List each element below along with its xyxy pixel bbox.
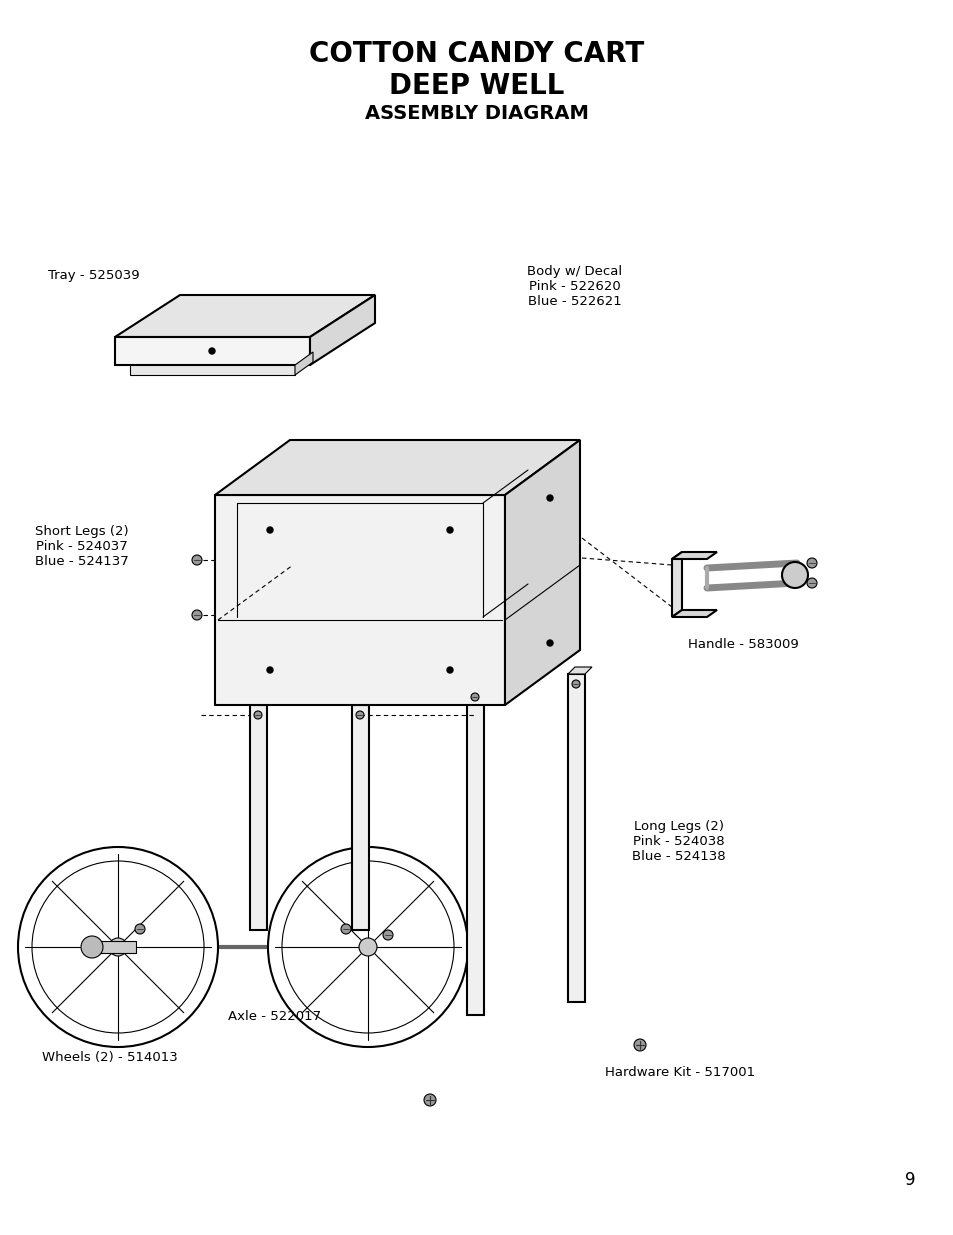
Circle shape <box>358 939 376 956</box>
Text: 9: 9 <box>903 1171 914 1189</box>
Polygon shape <box>567 667 592 674</box>
Circle shape <box>546 640 553 646</box>
Circle shape <box>209 348 214 354</box>
Circle shape <box>423 1094 436 1107</box>
Circle shape <box>267 527 273 534</box>
Polygon shape <box>214 440 579 495</box>
Circle shape <box>253 711 262 719</box>
Polygon shape <box>467 680 491 687</box>
Text: Wheels (2) - 514013: Wheels (2) - 514013 <box>42 1051 177 1063</box>
Polygon shape <box>671 610 717 618</box>
Circle shape <box>806 558 816 568</box>
Text: Tray - 525039: Tray - 525039 <box>48 268 139 282</box>
Circle shape <box>340 924 351 934</box>
Circle shape <box>572 680 579 688</box>
Polygon shape <box>310 295 375 366</box>
Polygon shape <box>130 366 294 375</box>
Circle shape <box>382 930 393 940</box>
Polygon shape <box>352 698 375 705</box>
Polygon shape <box>115 337 310 366</box>
Circle shape <box>268 847 468 1047</box>
Text: ASSEMBLY DIAGRAM: ASSEMBLY DIAGRAM <box>365 104 588 124</box>
Polygon shape <box>671 552 681 618</box>
Circle shape <box>781 562 807 588</box>
Circle shape <box>806 578 816 588</box>
Text: Long Legs (2)
Pink - 524038
Blue - 524138: Long Legs (2) Pink - 524038 Blue - 52413… <box>631 820 725 863</box>
Circle shape <box>282 861 454 1032</box>
Polygon shape <box>214 495 504 705</box>
Circle shape <box>267 667 273 673</box>
Circle shape <box>447 527 453 534</box>
Circle shape <box>471 693 478 701</box>
Polygon shape <box>467 687 483 1015</box>
Circle shape <box>18 847 218 1047</box>
Text: DEEP WELL: DEEP WELL <box>389 72 564 100</box>
Circle shape <box>546 495 553 501</box>
Text: Handle - 583009: Handle - 583009 <box>687 638 798 652</box>
Circle shape <box>109 939 127 956</box>
Circle shape <box>32 861 204 1032</box>
Polygon shape <box>504 440 579 705</box>
Circle shape <box>81 936 103 958</box>
Text: Body w/ Decal
Pink - 522620
Blue - 522621: Body w/ Decal Pink - 522620 Blue - 52262… <box>527 266 622 308</box>
Circle shape <box>447 667 453 673</box>
Polygon shape <box>250 705 267 930</box>
Polygon shape <box>671 552 717 559</box>
Text: Axle - 522017: Axle - 522017 <box>228 1010 321 1024</box>
Polygon shape <box>567 674 584 1002</box>
Circle shape <box>634 1039 645 1051</box>
Polygon shape <box>352 705 369 930</box>
Text: Hardware Kit - 517001: Hardware Kit - 517001 <box>604 1066 755 1078</box>
Polygon shape <box>294 352 313 375</box>
Circle shape <box>355 711 364 719</box>
Polygon shape <box>250 698 274 705</box>
Circle shape <box>135 924 145 934</box>
Text: Short Legs (2)
Pink - 524037
Blue - 524137: Short Legs (2) Pink - 524037 Blue - 5241… <box>35 525 129 568</box>
Text: COTTON CANDY CART: COTTON CANDY CART <box>309 40 644 68</box>
Circle shape <box>192 610 202 620</box>
Circle shape <box>192 555 202 564</box>
Polygon shape <box>90 941 136 953</box>
Polygon shape <box>115 295 375 337</box>
